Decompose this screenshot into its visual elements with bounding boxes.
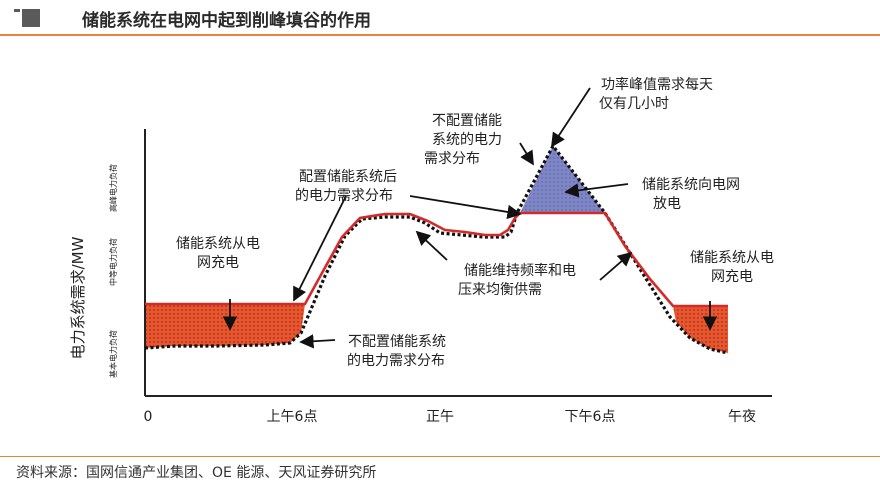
y-axis-label: 电力系统需求/MW	[69, 236, 87, 359]
annotation-charge-right: 储能系统从电 网充电	[690, 250, 774, 285]
arrow-balance-right	[599, 251, 633, 281]
annotation-without-storage-top: 不配置储能 系统的电力 需求分布	[424, 113, 502, 167]
annotation-balance: 储能维持频率和电 压来均衡供需	[458, 262, 576, 298]
annotation-charge-left: 储能系统从电 网充电	[176, 236, 260, 271]
arrow-with-storage	[293, 195, 347, 302]
annotation-without-storage-bottom-line1: 不配置储能系统	[348, 334, 446, 350]
annotation-without-storage-top-line3: 需求分布	[424, 151, 480, 167]
annotation-balance-line1: 储能维持频率和电	[464, 262, 576, 279]
annotation-without-storage-bottom: 不配置储能系统 的电力需求分布	[347, 334, 446, 369]
annotation-balance-line2: 压来均衡供需	[458, 282, 542, 298]
annotation-charge-right-line2: 网充电	[711, 269, 753, 285]
arrow-peak-duration	[551, 87, 591, 148]
annotation-without-storage-bottom-line2: 的电力需求分布	[347, 353, 445, 369]
header-mark-icon	[14, 9, 20, 12]
arrow-without-storage-bottom	[299, 334, 336, 349]
charge-area-left	[145, 304, 305, 348]
x-tick-2: 正午	[426, 409, 454, 425]
header-rule	[0, 34, 880, 36]
annotation-charge-left-line2: 网充电	[197, 255, 239, 271]
arrow-discharge	[564, 183, 629, 198]
annotation-with-storage: 配置储能系统后 的电力需求分布	[295, 169, 397, 204]
x-tick-4: 午夜	[728, 409, 756, 425]
annotation-discharge: 储能系统向电网 放电	[642, 177, 740, 212]
annotation-charge-left-line1: 储能系统从电	[176, 236, 260, 252]
discharge-area	[520, 146, 605, 213]
arrow-balance	[415, 230, 448, 261]
annotation-without-storage-top-line2: 系统的电力	[432, 132, 502, 148]
footer-rule	[0, 456, 880, 457]
annotation-peak-duration: 功率峰值需求每天 仅有几小时	[599, 76, 713, 112]
demand-curve-without-storage	[144, 143, 729, 355]
x-tick-0: 0	[144, 409, 153, 425]
annotation-peak-duration-line2: 仅有几小时	[599, 96, 669, 112]
annotation-charge-right-line1: 储能系统从电	[690, 250, 774, 266]
annotation-peak-duration-line1: 功率峰值需求每天	[601, 76, 713, 93]
header-block-icon	[22, 9, 40, 27]
annotation-without-storage-top-line1: 不配置储能	[432, 113, 502, 129]
arrow-without-storage-top	[519, 142, 534, 166]
annotation-discharge-line2: 放电	[653, 196, 681, 212]
annotation-discharge-line1: 储能系统向电网	[642, 177, 740, 193]
y-band-label-high: 高峰电力负荷	[108, 164, 118, 212]
annotation-with-storage-line2: 的电力需求分布	[295, 188, 393, 204]
demand-curve-with-storage	[145, 211, 728, 308]
y-band-label-base: 基本电力负荷	[108, 330, 118, 378]
y-band-label-mid: 中等电力负荷	[108, 238, 118, 286]
x-tick-3: 下午6点	[565, 409, 616, 425]
annotation-with-storage-line1: 配置储能系统后	[299, 169, 397, 185]
x-tick-1: 上午6点	[267, 409, 318, 425]
header: 储能系统在电网中起到削峰填谷的作用	[0, 0, 880, 34]
source-note: 资料来源：国网信通产业集团、OE 能源、天风证券研究所	[16, 465, 377, 481]
arrow-with-storage-top	[409, 195, 522, 220]
peak-shaving-diagram: 电力系统需求/MW 高峰电力负荷 中等电力负荷 基本电力负荷 0 上午6点 正午…	[69, 76, 774, 425]
page-title: 储能系统在电网中起到削峰填谷的作用	[82, 11, 371, 31]
